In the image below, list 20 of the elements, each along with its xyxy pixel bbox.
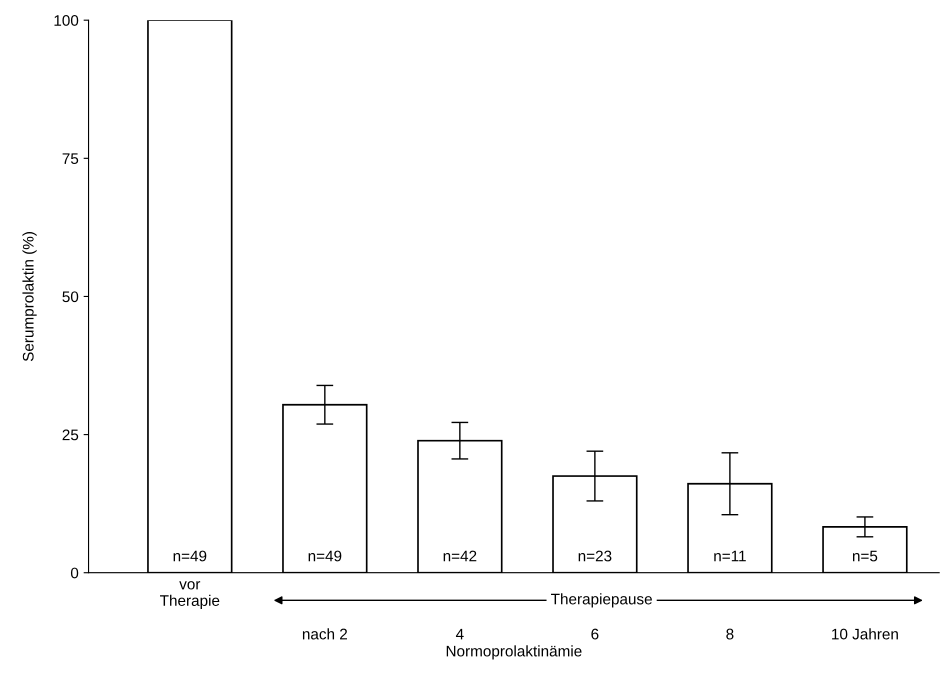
y-axis-title: Serumprolaktin (%) bbox=[22, 232, 37, 362]
annotation: n=42 bbox=[444, 550, 476, 562]
annotation: n=5 bbox=[852, 550, 878, 562]
y-tick-label: 100 bbox=[54, 15, 78, 26]
x-axis-title: Normoprolaktinämie bbox=[446, 645, 582, 660]
y-tick-label: 75 bbox=[62, 153, 78, 164]
annotation: n=23 bbox=[578, 550, 612, 562]
annotation: n=11 bbox=[714, 550, 746, 562]
x-tick-label: vor Therapie bbox=[160, 581, 220, 609]
x-tick-label: 6 bbox=[591, 628, 598, 640]
x-tick-label: 8 bbox=[726, 628, 734, 640]
annotation: n=49 bbox=[308, 550, 342, 562]
x-tick-label: 10 Jahren bbox=[832, 628, 898, 640]
y-tick-label: 0 bbox=[70, 568, 78, 578]
x-tick-label: 4 bbox=[456, 628, 464, 640]
y-tick-label: 25 bbox=[62, 429, 78, 440]
x-tick-label: nach 2 bbox=[302, 628, 348, 640]
annotation: n=49 bbox=[174, 550, 206, 562]
y-tick-label: 50 bbox=[62, 291, 78, 302]
text: Therapiepause bbox=[551, 593, 652, 608]
